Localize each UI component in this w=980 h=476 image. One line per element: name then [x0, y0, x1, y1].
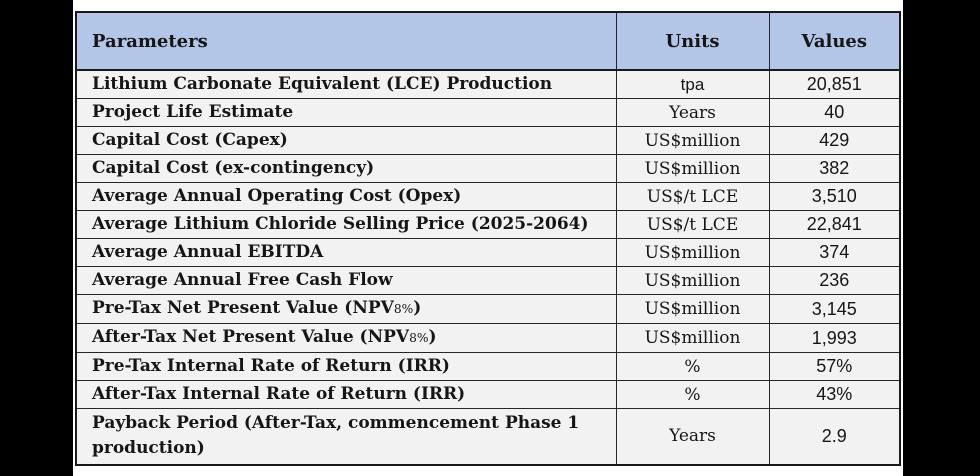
table-row: After-Tax Internal Rate of Return (IRR) … — [75, 380, 901, 409]
unit-cell: % — [615, 380, 770, 409]
value-cell: 236 — [768, 266, 901, 295]
header-values: Values — [768, 11, 901, 71]
table-row: Capital Cost (ex-contingency) US$million… — [75, 154, 901, 183]
value-cell: 3,510 — [768, 182, 901, 211]
unit-cell: US$/t LCE — [615, 182, 770, 211]
unit-cell: Years — [615, 408, 770, 465]
value-cell: 40 — [768, 98, 901, 127]
unit-cell: US$million — [615, 294, 770, 324]
param-cell: Capital Cost (Capex) — [75, 126, 617, 155]
header-units: Units — [615, 11, 770, 71]
table-row: After-Tax Net Present Value (NPV8%) US$m… — [75, 323, 901, 353]
value-cell: 20,851 — [768, 69, 901, 99]
table-row: Pre-Tax Internal Rate of Return (IRR) % … — [75, 352, 901, 381]
param-cell: Pre-Tax Internal Rate of Return (IRR) — [75, 352, 617, 381]
npv-discount-rate: 8% — [393, 302, 414, 316]
param-cell: Average Lithium Chloride Selling Price (… — [75, 210, 617, 239]
table-row: Lithium Carbonate Equivalent (LCE) Produ… — [75, 69, 901, 99]
unit-cell: % — [615, 352, 770, 381]
value-cell: 374 — [768, 238, 901, 267]
value-cell: 3,145 — [768, 294, 901, 324]
table-row: Average Annual Free Cash Flow US$million… — [75, 266, 901, 295]
header-parameters: Parameters — [75, 11, 617, 71]
table-row: Average Annual EBITDA US$million 374 — [75, 238, 901, 267]
param-cell: Lithium Carbonate Equivalent (LCE) Produ… — [75, 69, 617, 99]
unit-cell: US$million — [615, 126, 770, 155]
table-row: Payback Period (After-Tax, commencement … — [75, 408, 901, 465]
param-cell: Payback Period (After-Tax, commencement … — [75, 408, 617, 465]
unit-cell: US$million — [615, 154, 770, 183]
unit-cell: US$million — [615, 323, 770, 353]
unit-cell: US$million — [615, 266, 770, 295]
param-cell: Project Life Estimate — [75, 98, 617, 127]
param-cell: Capital Cost (ex-contingency) — [75, 154, 617, 183]
table-row: Average Annual Operating Cost (Opex) US$… — [75, 182, 901, 211]
unit-cell: tpa — [615, 69, 770, 99]
value-cell: 429 — [768, 126, 901, 155]
value-cell: 1,993 — [768, 323, 901, 353]
financial-summary-table: Parameters Units Values Lithium Carbonat… — [75, 11, 901, 466]
table-row: Capital Cost (Capex) US$million 429 — [75, 126, 901, 155]
param-cell: After-Tax Net Present Value (NPV8%) — [75, 323, 617, 353]
value-cell: 57% — [768, 352, 901, 381]
param-cell: Average Annual Free Cash Flow — [75, 266, 617, 295]
table-row: Average Lithium Chloride Selling Price (… — [75, 210, 901, 239]
param-cell: After-Tax Internal Rate of Return (IRR) — [75, 380, 617, 409]
value-cell: 382 — [768, 154, 901, 183]
unit-cell: US$million — [615, 238, 770, 267]
unit-cell: Years — [615, 98, 770, 127]
value-cell: 2.9 — [768, 408, 901, 465]
table-row: Pre-Tax Net Present Value (NPV8%) US$mil… — [75, 294, 901, 324]
value-cell: 22,841 — [768, 210, 901, 239]
npv-discount-rate: 8% — [409, 331, 429, 345]
unit-cell: US$/t LCE — [615, 210, 770, 239]
value-cell: 43% — [768, 380, 901, 409]
param-cell: Average Annual Operating Cost (Opex) — [75, 182, 617, 211]
document-panel: Parameters Units Values Lithium Carbonat… — [73, 0, 903, 476]
table-header-row: Parameters Units Values — [75, 11, 901, 71]
param-cell: Average Annual EBITDA — [75, 238, 617, 267]
param-cell: Pre-Tax Net Present Value (NPV8%) — [75, 294, 617, 324]
table-row: Project Life Estimate Years 40 — [75, 98, 901, 127]
